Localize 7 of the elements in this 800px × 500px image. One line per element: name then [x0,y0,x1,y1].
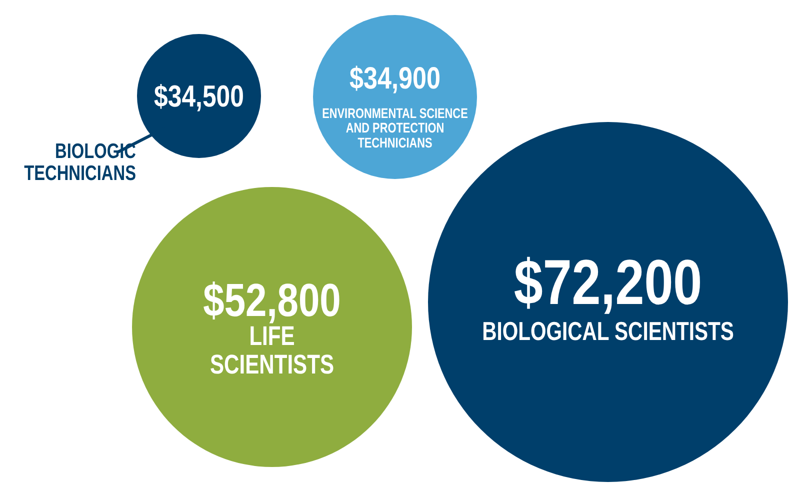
data-label: $52,800 [203,276,341,328]
category-label: BIOLOGICAL SCIENTISTS [482,316,734,346]
data-label: $72,200 [514,247,702,318]
data-label: $34,900 [349,61,441,96]
category-label: BIOLOGIC TECHNICIANS [24,139,136,185]
data-label: $34,500 [154,79,244,114]
category-label: ENVIRONMENTAL SCIENCE AND PROTECTION TECHNICIANS [322,106,468,151]
